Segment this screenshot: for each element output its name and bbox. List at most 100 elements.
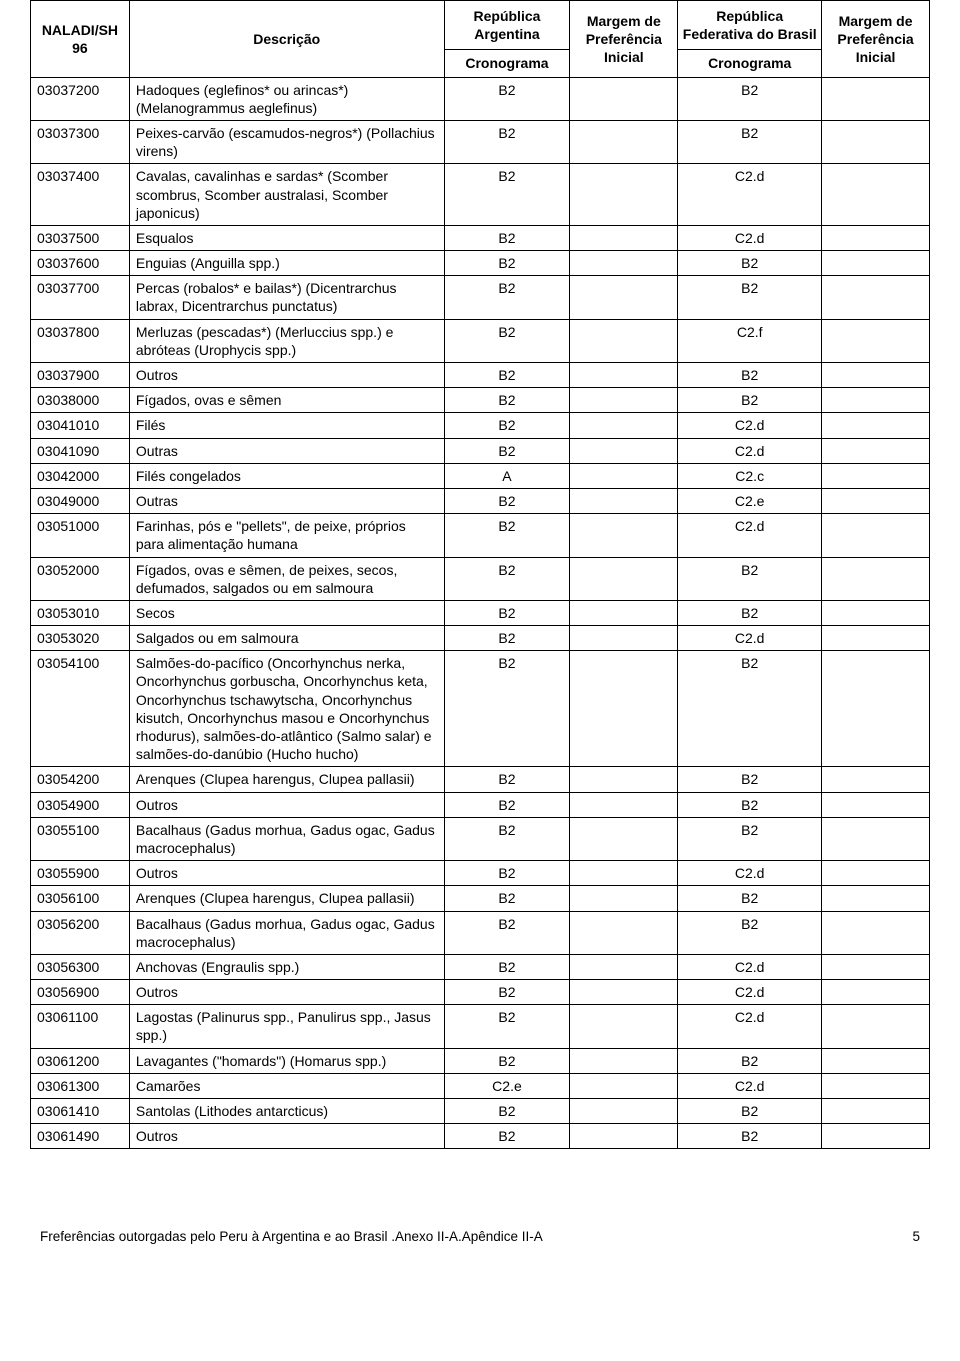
- table-row: 03054100Salmões-do-pacífico (Oncorhynchu…: [31, 651, 930, 767]
- cell-description: Salmões-do-pacífico (Oncorhynchus nerka,…: [129, 651, 444, 767]
- cell-code: 03054900: [31, 792, 130, 817]
- cell-code: 03053010: [31, 600, 130, 625]
- cell-margin1: [570, 1073, 678, 1098]
- cell-argentina: B2: [444, 514, 570, 557]
- header-cron-bra: Cronograma: [678, 50, 822, 77]
- cell-description: Peixes-carvão (escamudos-negros*) (Polla…: [129, 120, 444, 163]
- table-row: 03049000OutrasB2C2.e: [31, 488, 930, 513]
- cell-code: 03052000: [31, 557, 130, 600]
- cell-brasil: C2.d: [678, 954, 822, 979]
- cell-description: Camarões: [129, 1073, 444, 1098]
- cell-margin2: [822, 954, 930, 979]
- cell-argentina: B2: [444, 600, 570, 625]
- cell-description: Hadoques (eglefinos* ou arincas*) (Melan…: [129, 77, 444, 120]
- cell-code: 03037200: [31, 77, 130, 120]
- cell-code: 03061200: [31, 1048, 130, 1073]
- cell-margin2: [822, 911, 930, 954]
- cell-brasil: C2.d: [678, 1005, 822, 1048]
- cell-brasil: C2.d: [678, 514, 822, 557]
- cell-description: Filés congelados: [129, 463, 444, 488]
- cell-argentina: B2: [444, 954, 570, 979]
- cell-code: 03054200: [31, 767, 130, 792]
- cell-margin2: [822, 767, 930, 792]
- cell-description: Santolas (Lithodes antarcticus): [129, 1099, 444, 1124]
- header-margin1: Margem de Preferência Inicial: [570, 1, 678, 78]
- cell-brasil: B2: [678, 251, 822, 276]
- cell-brasil: B2: [678, 1099, 822, 1124]
- cell-margin1: [570, 488, 678, 513]
- cell-margin2: [822, 557, 930, 600]
- cell-brasil: B2: [678, 767, 822, 792]
- cell-description: Outros: [129, 1124, 444, 1149]
- cell-brasil: B2: [678, 557, 822, 600]
- cell-margin2: [822, 1005, 930, 1048]
- cell-code: 03038000: [31, 388, 130, 413]
- table-header: NALADI/SH 96 Descrição República Argenti…: [31, 1, 930, 78]
- header-cron-arg: Cronograma: [444, 50, 570, 77]
- cell-margin2: [822, 413, 930, 438]
- cell-margin1: [570, 651, 678, 767]
- cell-brasil: B2: [678, 792, 822, 817]
- cell-description: Farinhas, pós e "pellets", de peixe, pró…: [129, 514, 444, 557]
- cell-brasil: C2.d: [678, 861, 822, 886]
- header-margin2: Margem de Preferência Inicial: [822, 1, 930, 78]
- cell-argentina: B2: [444, 1048, 570, 1073]
- cell-margin1: [570, 514, 678, 557]
- cell-description: Bacalhaus (Gadus morhua, Gadus ogac, Gad…: [129, 817, 444, 860]
- table-row: 03041090OutrasB2C2.d: [31, 438, 930, 463]
- cell-margin2: [822, 651, 930, 767]
- cell-argentina: B2: [444, 1124, 570, 1149]
- cell-code: 03061300: [31, 1073, 130, 1098]
- cell-argentina: B2: [444, 363, 570, 388]
- cell-argentina: B2: [444, 438, 570, 463]
- cell-argentina: B2: [444, 488, 570, 513]
- cell-description: Filés: [129, 413, 444, 438]
- cell-argentina: B2: [444, 651, 570, 767]
- cell-code: 03041090: [31, 438, 130, 463]
- header-code: NALADI/SH 96: [31, 1, 130, 78]
- cell-margin1: [570, 413, 678, 438]
- cell-description: Outros: [129, 363, 444, 388]
- cell-margin2: [822, 319, 930, 362]
- cell-brasil: C2.d: [678, 413, 822, 438]
- cell-argentina: B2: [444, 817, 570, 860]
- cell-margin1: [570, 980, 678, 1005]
- cell-brasil: C2.d: [678, 438, 822, 463]
- table-row: 03038000Fígados, ovas e sêmenB2B2: [31, 388, 930, 413]
- cell-margin1: [570, 120, 678, 163]
- cell-description: Cavalas, cavalinhas e sardas* (Scomber s…: [129, 164, 444, 226]
- table-row: 03061300CamarõesC2.eC2.d: [31, 1073, 930, 1098]
- cell-margin1: [570, 886, 678, 911]
- cell-brasil: C2.d: [678, 626, 822, 651]
- cell-brasil: C2.d: [678, 225, 822, 250]
- cell-brasil: B2: [678, 363, 822, 388]
- cell-margin2: [822, 1048, 930, 1073]
- cell-margin1: [570, 225, 678, 250]
- cell-margin2: [822, 438, 930, 463]
- cell-argentina: B2: [444, 911, 570, 954]
- table-row: 03061200Lavagantes ("homards") (Homarus …: [31, 1048, 930, 1073]
- cell-margin2: [822, 980, 930, 1005]
- table-row: 03037300Peixes-carvão (escamudos-negros*…: [31, 120, 930, 163]
- cell-margin2: [822, 388, 930, 413]
- cell-margin1: [570, 1099, 678, 1124]
- cell-description: Outros: [129, 980, 444, 1005]
- cell-description: Outras: [129, 488, 444, 513]
- cell-description: Bacalhaus (Gadus morhua, Gadus ogac, Gad…: [129, 911, 444, 954]
- cell-margin2: [822, 861, 930, 886]
- cell-description: Fígados, ovas e sêmen: [129, 388, 444, 413]
- page-footer: Freferências outorgadas pelo Peru à Arge…: [40, 1229, 920, 1244]
- table-row: 03052000Fígados, ovas e sêmen, de peixes…: [31, 557, 930, 600]
- header-argentina: República Argentina: [444, 1, 570, 50]
- cell-code: 03061490: [31, 1124, 130, 1149]
- cell-margin1: [570, 388, 678, 413]
- cell-margin1: [570, 251, 678, 276]
- cell-code: 03037300: [31, 120, 130, 163]
- cell-argentina: B2: [444, 861, 570, 886]
- cell-margin2: [822, 792, 930, 817]
- cell-description: Outros: [129, 792, 444, 817]
- cell-code: 03061100: [31, 1005, 130, 1048]
- header-desc: Descrição: [129, 1, 444, 78]
- cell-code: 03056300: [31, 954, 130, 979]
- cell-margin1: [570, 817, 678, 860]
